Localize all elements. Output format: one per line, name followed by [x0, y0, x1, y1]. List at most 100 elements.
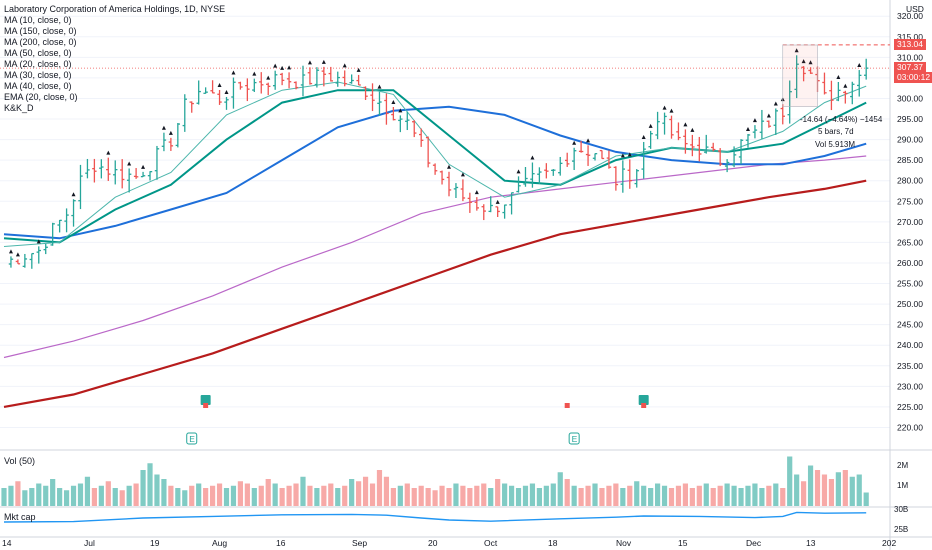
legend: Laboratory Corporation of America Holdin…: [4, 4, 225, 114]
signal-triangle: [161, 125, 166, 130]
price-tick-label: 265.00: [897, 237, 923, 247]
mktcap-pane-label[interactable]: Mkt cap: [4, 512, 36, 522]
volume-bar: [418, 485, 424, 506]
time-tick-label: Nov: [616, 538, 632, 548]
volume-bar: [738, 488, 744, 506]
volume-bar: [404, 483, 410, 506]
volume-bar: [244, 483, 250, 506]
volume-bar: [474, 485, 480, 506]
signal-triangle: [71, 192, 76, 197]
signal-triangle: [683, 122, 688, 127]
indicator-label[interactable]: MA (20, close, 0): [4, 59, 72, 69]
volume-bar: [126, 485, 132, 506]
signal-triangle: [627, 152, 632, 157]
volume-bar: [307, 485, 313, 506]
volume-bar: [759, 488, 765, 506]
volume-bar: [863, 492, 869, 506]
volume-bar: [606, 485, 612, 506]
volume-bar: [376, 470, 383, 506]
volume-bar: [411, 488, 417, 506]
time-tick-label: 16: [276, 538, 286, 548]
signal-triangle: [662, 105, 667, 110]
price-tick-label: 300.00: [897, 93, 923, 103]
volume-bar: [696, 485, 702, 506]
event-flag: [641, 403, 647, 408]
indicator-label[interactable]: K&K_D: [4, 103, 34, 113]
volume-bar: [613, 483, 619, 506]
time-tick-label: 13: [806, 538, 816, 548]
signal-triangle: [377, 84, 382, 89]
volume-bar: [842, 470, 848, 506]
volume-bar: [564, 479, 570, 506]
time-tick-label: 14: [2, 538, 12, 548]
signal-triangle: [530, 155, 535, 160]
volume-bar: [369, 483, 376, 506]
volume-bar: [682, 483, 689, 506]
earnings-label: E: [189, 434, 195, 444]
last-price-tag: 307.37: [894, 62, 926, 73]
volume-bar: [731, 485, 737, 506]
price-tick-label: 260.00: [897, 258, 923, 268]
volume-bar: [592, 483, 598, 506]
volume-bars: [1, 456, 869, 506]
volume-bar: [453, 483, 459, 506]
ma20-line: [3, 89, 867, 244]
indicator-label[interactable]: MA (40, close, 0): [4, 81, 72, 91]
indicator-label[interactable]: MA (150, close, 0): [4, 26, 77, 36]
volume-bar: [689, 488, 695, 506]
volume-bar: [502, 483, 508, 506]
indicator-label[interactable]: EMA (20, close, 0): [4, 92, 78, 102]
signal-triangle: [447, 164, 451, 169]
volume-pane-label[interactable]: Vol (50): [4, 456, 36, 466]
signal-triangle: [669, 108, 674, 113]
volume-bar: [397, 485, 403, 506]
price-tick-label: 275.00: [897, 196, 923, 206]
volume-bar: [425, 488, 431, 506]
mktcap-tick: 30B: [894, 505, 909, 514]
indicator-label[interactable]: MA (200, close, 0): [4, 37, 77, 47]
volume-bar: [237, 481, 244, 506]
signal-triangle: [252, 71, 257, 76]
volume-bar: [787, 456, 793, 506]
price-tick-label: 230.00: [897, 381, 923, 391]
volume-bar: [133, 483, 139, 506]
signal-triangle: [342, 63, 347, 68]
measure-text: -14.64 (−4.64%) −1454: [800, 115, 883, 124]
volume-bar: [481, 483, 487, 506]
volume-bar: [801, 481, 807, 506]
indicator-label[interactable]: MA (30, close, 0): [4, 70, 72, 80]
signal-triangle: [516, 169, 521, 174]
ref-price-tag: 313.04: [894, 39, 926, 50]
event-flag: [564, 403, 570, 408]
signal-triangle: [307, 60, 312, 65]
volume-bar: [154, 474, 160, 506]
countdown-tag: 03:00:12: [894, 72, 932, 83]
ma50-line: [3, 105, 867, 240]
volume-bar: [467, 488, 473, 506]
volume-bar: [807, 465, 814, 506]
signal-triangle: [836, 74, 841, 79]
time-axis: 14 Jul 19 Aug 16 Sep 20 Oct 18 Nov 15 Dec 13 202: [2, 538, 896, 548]
signal-triangle: [266, 75, 271, 80]
indicator-label[interactable]: MA (10, close, 0): [4, 15, 72, 25]
volume-bar: [1, 488, 7, 506]
signal-triangle: [106, 150, 111, 155]
volume-bar: [780, 488, 786, 506]
volume-bar: [293, 483, 299, 506]
price-tick-label: 320.00: [897, 11, 923, 21]
volume-bar: [43, 485, 49, 506]
price-tick-label: 240.00: [897, 340, 923, 350]
volume-bar: [36, 483, 42, 506]
indicator-label[interactable]: MA (50, close, 0): [4, 48, 72, 58]
signal-triangle: [572, 140, 577, 145]
signal-triangle: [586, 138, 591, 143]
volume-bar: [766, 485, 772, 506]
signal-triangle: [690, 127, 695, 132]
volume-bar: [578, 488, 584, 506]
signal-triangle: [321, 59, 326, 64]
signal-triangle: [620, 153, 625, 158]
volume-bar: [230, 485, 237, 506]
volume-bar: [119, 490, 125, 506]
candles: [8, 55, 869, 269]
